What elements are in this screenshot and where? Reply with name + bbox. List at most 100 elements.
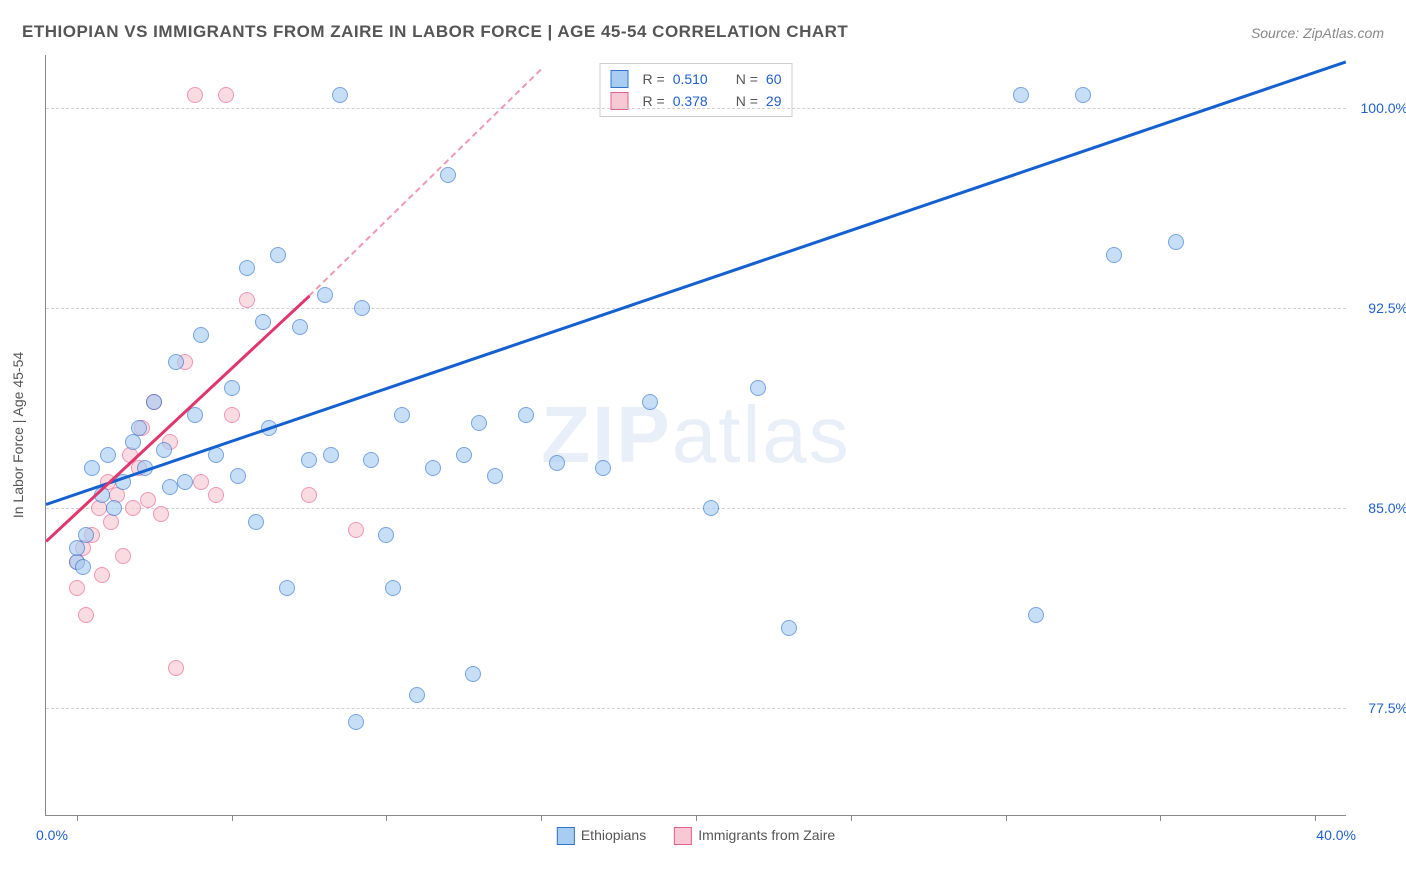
point-ethiopian — [1106, 247, 1122, 263]
point-ethiopian — [394, 407, 410, 423]
point-zaire — [115, 548, 131, 564]
point-ethiopian — [230, 468, 246, 484]
point-ethiopian — [471, 415, 487, 431]
point-zaire — [94, 567, 110, 583]
point-ethiopian — [487, 468, 503, 484]
point-zaire — [153, 506, 169, 522]
point-zaire — [125, 500, 141, 516]
point-ethiopian — [378, 527, 394, 543]
point-ethiopian — [100, 447, 116, 463]
point-zaire — [301, 487, 317, 503]
point-zaire — [348, 522, 364, 538]
point-ethiopian — [440, 167, 456, 183]
r-value: 0.510 — [673, 71, 708, 87]
watermark: ZIPatlas — [541, 389, 850, 481]
series-legend: Ethiopians Immigrants from Zaire — [557, 827, 835, 845]
point-ethiopian — [1075, 87, 1091, 103]
point-ethiopian — [131, 420, 147, 436]
n-label: N = — [736, 71, 758, 87]
point-ethiopian — [750, 380, 766, 396]
point-ethiopian — [518, 407, 534, 423]
point-ethiopian — [239, 260, 255, 276]
point-ethiopian — [156, 442, 172, 458]
x-tick — [851, 815, 852, 821]
point-ethiopian — [1168, 234, 1184, 250]
y-tick-label: 92.5% — [1353, 300, 1406, 316]
point-ethiopian — [703, 500, 719, 516]
point-ethiopian — [456, 447, 472, 463]
x-tick — [1160, 815, 1161, 821]
gridline — [46, 508, 1346, 509]
point-ethiopian — [595, 460, 611, 476]
x-tick — [77, 815, 78, 821]
trendline-zaire-extrapolated — [308, 69, 542, 297]
point-ethiopian — [301, 452, 317, 468]
point-zaire — [193, 474, 209, 490]
x-tick — [386, 815, 387, 821]
point-ethiopian — [162, 479, 178, 495]
legend-label: Immigrants from Zaire — [698, 827, 835, 843]
chart-title: ETHIOPIAN VS IMMIGRANTS FROM ZAIRE IN LA… — [22, 22, 848, 42]
point-ethiopian — [465, 666, 481, 682]
gridline — [46, 308, 1346, 309]
legend-stat-row: R =0.510N =60 — [611, 68, 782, 90]
point-ethiopian — [106, 500, 122, 516]
point-ethiopian — [354, 300, 370, 316]
point-zaire — [78, 607, 94, 623]
gridline — [46, 708, 1346, 709]
point-zaire — [224, 407, 240, 423]
gridline — [46, 108, 1346, 109]
point-ethiopian — [425, 460, 441, 476]
r-label: R = — [643, 93, 665, 109]
point-ethiopian — [642, 394, 658, 410]
point-ethiopian — [270, 247, 286, 263]
point-ethiopian — [193, 327, 209, 343]
point-ethiopian — [323, 447, 339, 463]
y-tick-label: 77.5% — [1353, 700, 1406, 716]
point-zaire — [239, 292, 255, 308]
n-label: N = — [736, 93, 758, 109]
point-ethiopian — [224, 380, 240, 396]
legend-item: Immigrants from Zaire — [674, 827, 835, 845]
point-zaire — [168, 660, 184, 676]
point-ethiopian — [248, 514, 264, 530]
y-tick-label: 85.0% — [1353, 500, 1406, 516]
point-zaire — [208, 487, 224, 503]
point-ethiopian — [385, 580, 401, 596]
trendline-ethiopian — [46, 60, 1347, 505]
point-ethiopian — [84, 460, 100, 476]
r-value: 0.378 — [673, 93, 708, 109]
point-ethiopian — [168, 354, 184, 370]
point-ethiopian — [363, 452, 379, 468]
point-ethiopian — [1013, 87, 1029, 103]
point-ethiopian — [781, 620, 797, 636]
x-axis-min-label: 0.0% — [36, 827, 68, 843]
point-ethiopian — [177, 474, 193, 490]
point-ethiopian — [69, 540, 85, 556]
legend-item: Ethiopians — [557, 827, 646, 845]
legend-swatch — [557, 827, 575, 845]
point-ethiopian — [78, 527, 94, 543]
point-ethiopian — [292, 319, 308, 335]
point-ethiopian — [279, 580, 295, 596]
y-tick-label: 100.0% — [1353, 100, 1406, 116]
point-ethiopian — [409, 687, 425, 703]
n-value: 29 — [766, 93, 782, 109]
x-tick — [1315, 815, 1316, 821]
x-tick — [696, 815, 697, 821]
point-ethiopian — [255, 314, 271, 330]
point-zaire — [218, 87, 234, 103]
x-axis-max-label: 40.0% — [1316, 827, 1356, 843]
r-label: R = — [643, 71, 665, 87]
point-ethiopian — [348, 714, 364, 730]
point-ethiopian — [317, 287, 333, 303]
legend-swatch — [611, 70, 629, 88]
source-label: Source: ZipAtlas.com — [1251, 25, 1384, 41]
point-zaire — [69, 580, 85, 596]
trendline-zaire — [45, 295, 310, 542]
point-ethiopian — [549, 455, 565, 471]
x-tick — [541, 815, 542, 821]
plot-area: ZIPatlas In Labor Force | Age 45-54 R =0… — [45, 55, 1346, 816]
legend-label: Ethiopians — [581, 827, 646, 843]
legend-swatch — [674, 827, 692, 845]
